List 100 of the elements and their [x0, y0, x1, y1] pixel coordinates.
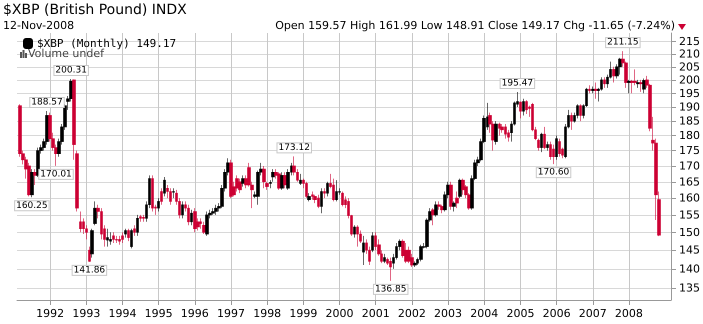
candlestick	[612, 66, 616, 83]
candlestick	[151, 175, 154, 212]
candlestick	[277, 172, 281, 190]
candlestick	[579, 104, 582, 122]
candlestick	[558, 138, 561, 157]
y-tick-label: 150	[679, 226, 700, 239]
x-tick-label: 2006	[542, 307, 571, 320]
candlestick	[142, 214, 145, 222]
candlestick	[205, 211, 209, 236]
candlestick	[133, 224, 136, 236]
candlestick	[181, 201, 184, 219]
candlestick	[112, 232, 115, 244]
candlestick	[389, 257, 392, 282]
candlestick	[157, 198, 160, 212]
candlestick	[627, 80, 631, 94]
candlestick	[139, 214, 142, 222]
y-tick-label: 165	[679, 175, 700, 188]
candlestick	[540, 132, 543, 152]
chart-title: $XBP (British Pound) INDX	[3, 2, 187, 18]
candlestick	[356, 224, 359, 247]
y-tick-label: 140	[679, 262, 700, 276]
annotation: 188.57	[31, 98, 63, 108]
x-tick-label: 1997	[217, 307, 246, 320]
x-tick-label: 2004	[470, 307, 498, 320]
x-tick-label: 2000	[325, 307, 354, 320]
candlestick	[320, 188, 323, 214]
candlestick	[121, 232, 124, 244]
candlestick	[437, 201, 441, 210]
y-tick-label: 185	[679, 114, 700, 128]
x-tick-label: 1992	[36, 307, 64, 320]
candlestick	[317, 194, 320, 208]
candlestick	[431, 208, 435, 226]
x-tick-label: 1993	[72, 307, 100, 320]
x-tick-label: 2002	[398, 307, 426, 320]
candlestick	[127, 228, 130, 242]
annotation: Volume undef	[28, 47, 104, 60]
annotation: 141.86	[74, 265, 106, 276]
candlestick	[570, 112, 573, 130]
y-tick-label: 200	[679, 73, 700, 86]
candlestick	[434, 201, 438, 217]
candlestick	[504, 124, 507, 139]
candlestick	[262, 166, 266, 189]
candlestick	[214, 204, 218, 216]
text: Open 159.57 High 161.99 Low 148.91 Close 149.17 Chg -11.65 (-7.24%)	[275, 19, 675, 32]
candlestick	[311, 191, 314, 200]
candlestick	[546, 141, 549, 151]
candlestick	[33, 168, 37, 186]
x-tick-label: 1999	[289, 307, 318, 320]
y-tick-label: 160	[679, 192, 700, 205]
legend-label: $XBP (Monthly) 149.17	[37, 37, 176, 50]
x-tick-label: 2008	[614, 307, 643, 320]
candlestick	[404, 242, 408, 264]
candlestick	[307, 192, 311, 202]
x-tick-label: 1998	[253, 307, 282, 320]
candlestick	[238, 178, 242, 194]
candlestick	[452, 201, 456, 212]
candlestick	[130, 228, 133, 249]
y-tick-label: 135	[679, 282, 700, 295]
x-tick-label: 1996	[180, 307, 209, 320]
annotation: 200.31	[55, 66, 87, 76]
candlestick	[90, 228, 94, 258]
x-tick-label: 2001	[362, 307, 390, 320]
y-tick-label: 145	[679, 244, 700, 257]
candlestick	[543, 126, 546, 150]
candlestick	[576, 104, 579, 119]
candlestick	[109, 232, 112, 246]
candlestick	[305, 181, 308, 198]
candlestick	[118, 236, 121, 246]
candlestick	[461, 178, 465, 196]
candlestick	[494, 120, 498, 145]
annotation: 170.01	[40, 169, 72, 180]
y-tick-label: 215	[679, 35, 700, 48]
y-tick-label: 205	[679, 60, 700, 74]
candlestick	[383, 254, 386, 264]
candlestick	[332, 178, 335, 202]
x-tick-label: 2005	[506, 307, 534, 320]
candlestick	[169, 188, 172, 206]
x-tick-label: 2007	[578, 307, 607, 320]
candlestick	[211, 208, 215, 216]
candlestick	[106, 228, 109, 247]
candlestick	[160, 188, 163, 206]
chart-subtitle: 12-Nov-2008	[3, 19, 74, 32]
candlestick	[440, 204, 444, 214]
candlestick	[323, 188, 326, 198]
annotation: 170.60	[538, 168, 570, 178]
candlestick	[636, 80, 640, 88]
y-tick-label: 180	[679, 129, 700, 142]
candlestick	[30, 168, 34, 198]
candlestick	[353, 224, 356, 238]
candlestick	[522, 98, 525, 116]
candlestick	[413, 261, 417, 268]
candlestick	[124, 228, 127, 238]
annotation: 195.47	[502, 78, 534, 89]
candlestick	[326, 181, 329, 197]
candlestick	[591, 86, 595, 94]
candlestick	[202, 221, 206, 234]
candlestick	[362, 236, 365, 266]
candlestick	[229, 159, 233, 198]
y-tick-label: 210	[679, 48, 700, 61]
y-tick-label: 190	[679, 100, 700, 114]
